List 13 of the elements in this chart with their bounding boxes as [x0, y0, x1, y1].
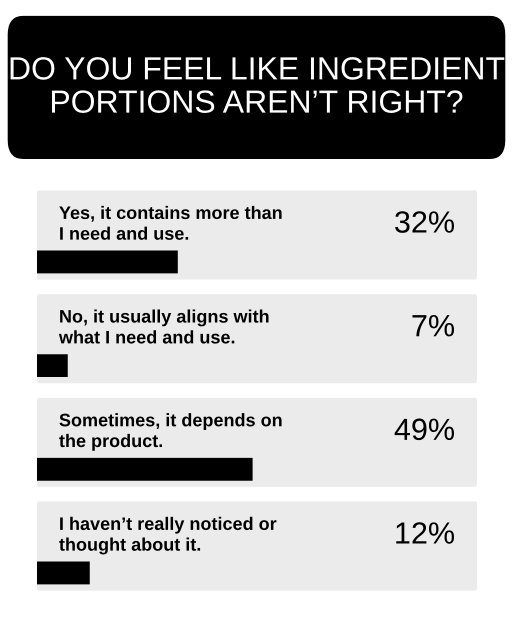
- y-tick-label: Yes, it contains more than I need and use.: [59, 206, 282, 240]
- chart-title: DO YOU FEEL LIKE INGREDIENT PORTIONS AREN’T RIGHT?: [10, 57, 504, 113]
- bar: [36, 458, 253, 481]
- data-label: 12%: [396, 522, 454, 544]
- data-label: 7%: [412, 315, 454, 336]
- bar: [36, 354, 68, 378]
- data-label: 49%: [394, 418, 454, 440]
- y-tick-label: I haven’t really noticed or thought about it.: [59, 516, 276, 554]
- data-label: 32%: [395, 211, 454, 233]
- y-tick-label: No, it usually aligns with what I need and use.: [58, 309, 268, 344]
- bar: [36, 250, 178, 274]
- bar: [36, 562, 90, 584]
- y-tick-label: Sometimes, it depends on the product.: [59, 413, 282, 451]
